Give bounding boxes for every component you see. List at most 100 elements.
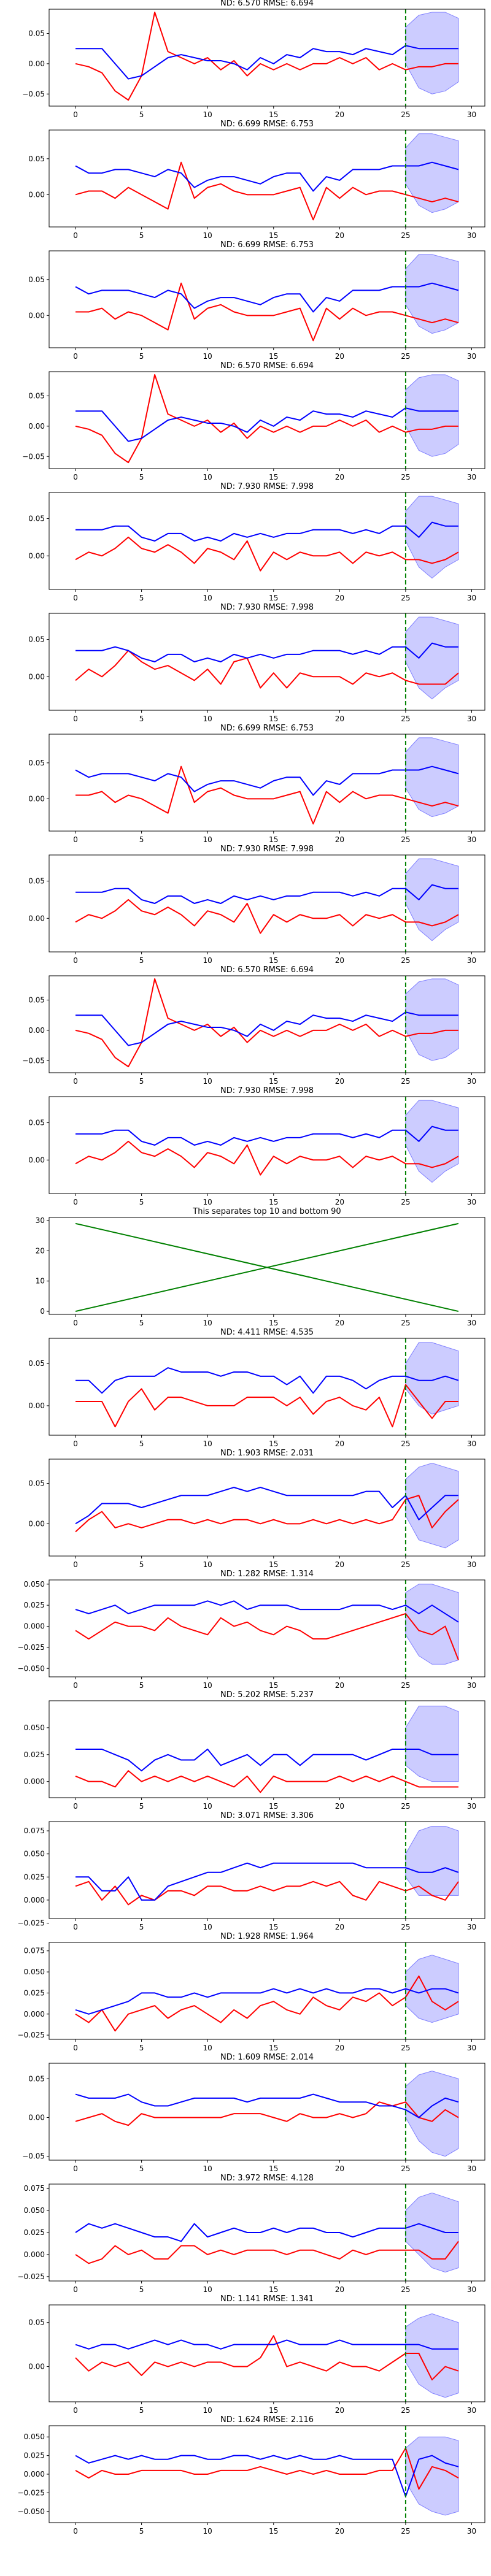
x-tick-label: 25 (401, 1923, 410, 1931)
y-tick-label: 0.050 (24, 2206, 45, 2215)
y-tick-label: −0.05 (22, 1056, 45, 1065)
y-tick-label: 0.00 (28, 551, 45, 560)
truth-series-line (75, 1140, 459, 1176)
chart-panel-5: ND: 7.930 RMSE: 7.998 0 5 10 15 20 25 30 0.00 0.0… (28, 482, 485, 602)
x-tick-label: 25 (401, 2164, 410, 2173)
y-tick-label: 0.000 (24, 1622, 45, 1631)
axes-frame (48, 854, 485, 953)
axes-frame (48, 371, 485, 469)
prediction-interval-band (405, 496, 459, 579)
chart-title: ND: 7.930 RMSE: 7.998 (220, 603, 314, 612)
y-tick-label: 0.00 (28, 2363, 45, 2371)
x-tick-label: 20 (335, 1439, 344, 1448)
prediction-interval-band (405, 978, 459, 1061)
x-tick-label: 5 (139, 1077, 144, 1086)
x-tick-label: 5 (139, 1802, 144, 1811)
chart-panel-9: ND: 6.570 RMSE: 6.694 0 5 10 15 20 25 30 −0.05 0.… (22, 965, 485, 1086)
x-tick-label: 30 (467, 1560, 476, 1569)
chart-panel-17: ND: 1.928 RMSE: 1.964 0 5 10 15 20 25 30 −0.025 0… (18, 1932, 485, 2052)
y-tick-label: 0 (40, 1307, 45, 1316)
truth-series-line (75, 161, 459, 221)
chart-title: ND: 1.282 RMSE: 1.314 (220, 1570, 314, 1579)
x-tick-label: 10 (203, 594, 212, 602)
chart-title: ND: 1.609 RMSE: 2.014 (220, 2053, 314, 2062)
y-tick-label: 30 (36, 1216, 45, 1225)
truth-series-line (75, 1612, 459, 1660)
axes-frame (48, 1942, 485, 2040)
chart-title: ND: 7.930 RMSE: 7.998 (220, 845, 314, 854)
prediction-series-line (75, 1487, 458, 1525)
x-tick-label: 25 (401, 2406, 410, 2415)
x-tick-label: 20 (335, 715, 344, 723)
x-tick-label: 30 (467, 352, 476, 361)
y-tick-label: 0.00 (28, 672, 45, 681)
x-tick-label: 30 (467, 2044, 476, 2052)
x-tick-label: 5 (139, 2044, 144, 2052)
y-tick-label: 0.000 (24, 1777, 45, 1786)
x-tick-label: 10 (203, 835, 212, 844)
x-tick-label: 30 (467, 2406, 476, 2415)
x-tick-label: 15 (269, 2406, 278, 2415)
x-tick-label: 15 (269, 835, 278, 844)
truth-series-line (75, 1975, 459, 2032)
prediction-series-line (75, 642, 458, 662)
axes-frame (48, 975, 485, 1073)
truth-series-line (75, 765, 459, 825)
x-tick-label: 30 (467, 715, 476, 723)
prediction-series-line (75, 1125, 458, 1146)
chart-panel-6: ND: 7.930 RMSE: 7.998 0 5 10 15 20 25 30 0.00 0.0… (28, 603, 485, 723)
x-tick-label: 25 (401, 1319, 410, 1327)
x-tick-label: 30 (467, 1077, 476, 1086)
x-tick-label: 20 (335, 352, 344, 361)
x-tick-label: 20 (335, 2527, 344, 2536)
x-tick-label: 30 (467, 1923, 476, 1931)
x-tick-label: 20 (335, 1923, 344, 1931)
x-tick-label: 0 (73, 473, 78, 481)
x-tick-label: 10 (203, 2164, 212, 2173)
x-tick-label: 25 (401, 1077, 410, 1086)
y-tick-label: 0.025 (24, 2228, 45, 2237)
chart-title: ND: 6.570 RMSE: 6.694 (220, 0, 314, 8)
truth-series-line (75, 11, 458, 101)
x-tick-label: 5 (139, 956, 144, 965)
axes-frame (48, 613, 485, 711)
x-tick-label: 15 (269, 2044, 278, 2052)
x-tick-label: 5 (139, 1319, 144, 1327)
y-tick-label: 0.00 (28, 59, 45, 68)
y-tick-label: −0.05 (22, 90, 45, 98)
x-tick-label: 10 (203, 1681, 212, 1690)
x-tick-label: 10 (203, 1077, 212, 1086)
y-tick-label: 0.05 (28, 515, 45, 523)
x-tick-label: 0 (73, 715, 78, 723)
y-tick-label: 0.050 (24, 1723, 45, 1732)
x-tick-label: 25 (401, 594, 410, 602)
x-tick-label: 15 (269, 1802, 278, 1811)
x-tick-label: 20 (335, 1560, 344, 1569)
prediction-interval-band (405, 616, 459, 700)
chart-panel-20: ND: 1.141 RMSE: 1.341 0 5 10 15 20 25 30 0.00 0.0… (28, 2294, 485, 2415)
x-tick-label: 10 (203, 1560, 212, 1569)
x-tick-label: 10 (203, 1923, 212, 1931)
prediction-series-line (75, 1749, 458, 1772)
axes-frame (48, 734, 485, 832)
x-tick-label: 5 (139, 352, 144, 361)
cross-line (75, 1222, 459, 1313)
chart-title: ND: 1.141 RMSE: 1.341 (220, 2294, 314, 2304)
x-tick-label: 15 (269, 1681, 278, 1690)
y-tick-label: −0.025 (18, 1919, 45, 1928)
x-tick-label: 30 (467, 1439, 476, 1448)
y-tick-label: 0.050 (24, 1968, 45, 1976)
y-tick-label: 0.050 (24, 1850, 45, 1858)
chart-title: ND: 6.699 RMSE: 6.753 (220, 240, 314, 250)
prediction-series-line (75, 2093, 459, 2118)
x-tick-label: 25 (401, 1681, 410, 1690)
y-tick-label: −0.050 (18, 1664, 45, 1673)
prediction-series-line (75, 2339, 458, 2350)
x-tick-label: 30 (467, 835, 476, 844)
x-tick-label: 30 (467, 231, 476, 240)
x-tick-label: 10 (203, 473, 212, 481)
chart-panel-11: This separates top 10 and bottom 90 0 5 10 1… (36, 1207, 485, 1327)
x-tick-label: 10 (203, 1198, 212, 1206)
x-tick-label: 15 (269, 956, 278, 965)
